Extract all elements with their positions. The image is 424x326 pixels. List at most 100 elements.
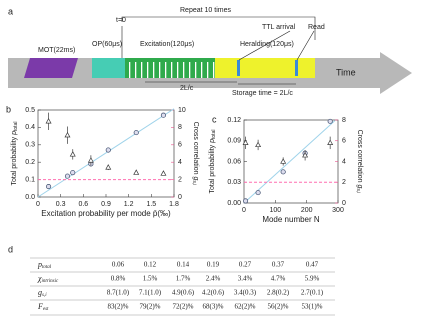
data-point [302, 151, 309, 158]
row-symbol: g [38, 288, 42, 297]
x-tick-label: 1.2 [124, 201, 134, 208]
mot-label: MOT(22ms) [38, 47, 75, 54]
x-tick-label: 300 [332, 207, 344, 214]
y2-tick-label: 4 [342, 158, 346, 165]
row-subscript: total [42, 265, 52, 270]
data-point [133, 169, 140, 175]
ylabel-symbol: p [209, 139, 216, 144]
table-cell: 4.9(0.6) [172, 289, 195, 297]
table-cell: 1.5% [143, 275, 158, 283]
data-point [64, 131, 71, 138]
read-arrow [296, 30, 315, 61]
panel-label: b [6, 104, 11, 114]
time-label: Time [336, 67, 356, 77]
y2label-symbol: g [356, 184, 363, 188]
data-point [160, 170, 167, 176]
ylabel-title: Total probability ptotal [11, 122, 19, 186]
row-symbol: χ [37, 274, 42, 283]
panel-label: d [8, 244, 13, 254]
data-point [255, 141, 262, 148]
excitation-label: Excitation(120μs) [140, 41, 194, 48]
panel-label: a [8, 6, 13, 16]
data-point [105, 147, 111, 153]
data-point [327, 139, 334, 145]
table-cell: 0.12 [144, 261, 157, 269]
x-tick-label: 200 [301, 207, 313, 214]
data-point [105, 164, 112, 170]
ylabel-text: Total probability [11, 135, 18, 186]
y2-tick-label: 4 [178, 159, 182, 166]
data-point [133, 130, 139, 136]
excitation-block [125, 58, 215, 78]
y2label-text: Cross correlation [356, 130, 363, 185]
fit-line [243, 120, 336, 204]
x-tick-label: 0.9 [101, 201, 111, 208]
y2-tick-label: 10 [178, 107, 186, 114]
row-header: ptotal [37, 260, 52, 270]
y-tick-label: 0.09 [227, 138, 241, 145]
row-subscript: intrinsic [42, 279, 59, 284]
table-cell: 4.2(0.6) [202, 289, 225, 297]
op-block [92, 58, 125, 78]
row-header: χintrinsic [37, 274, 59, 284]
ttl-arrow [238, 30, 291, 61]
repeat-bracket [121, 16, 316, 40]
repeat-label: Repeat 10 times [180, 7, 231, 14]
op-label: OP(60μs) [92, 41, 122, 48]
y2label-subscript: s,i [355, 188, 361, 193]
data-point [160, 112, 166, 118]
read-label: Read [308, 24, 325, 31]
table-cell: 79(2)% [140, 303, 161, 311]
table-cell: 56(2)% [268, 303, 289, 311]
table-cell: 0.47 [306, 261, 319, 269]
ylabel-subscript: total [13, 122, 19, 131]
heralding-block [215, 58, 315, 78]
table-cell: 62(2)% [235, 303, 256, 311]
table-cell: 68(3)% [203, 303, 224, 311]
y2-tick-label: 2 [342, 179, 346, 186]
x-tick-label: 100 [269, 207, 281, 214]
row-subscript: s,i [42, 293, 47, 298]
read-marker [295, 60, 298, 76]
y2-tick-label: 0 [342, 200, 346, 207]
y-tick-label: 0.1 [25, 176, 35, 183]
table-cell: 0.27 [239, 261, 252, 269]
ylabel-subscript: total [211, 130, 217, 139]
table-cell: 2.8(0.2) [267, 289, 290, 297]
y-tick-label: 0.2 [25, 159, 35, 166]
x-tick-label: 1.5 [146, 201, 156, 208]
table-cell: 72(2)% [173, 303, 194, 311]
x-tick-label: 0 [242, 207, 246, 214]
y-tick-label: 0.3 [25, 142, 35, 149]
table-cell: 0.37 [272, 261, 285, 269]
table-cell: 7.1(1.0) [139, 289, 162, 297]
data-point [70, 170, 76, 176]
y-tick-label: 0.4 [25, 124, 35, 131]
data-point [242, 139, 249, 145]
ylabel-text: Total probability [209, 143, 216, 194]
data-point [64, 173, 71, 179]
row-symbol: p [37, 260, 42, 269]
x-axis-title: Excitation probability per mode p̄(‰) [41, 209, 171, 218]
fit-line [37, 108, 175, 198]
row-header: Fest [37, 302, 49, 312]
table-cell: 5.9% [305, 275, 320, 283]
table-cell: 0.19 [207, 261, 220, 269]
y-tick-label: 0.12 [227, 117, 241, 124]
y2-tick-label: 2 [178, 176, 182, 183]
y2-tick-label: 8 [178, 124, 182, 131]
ttl-label: TTL arrival [262, 24, 296, 31]
table-cell: 4.7% [271, 275, 286, 283]
delay-label: 2L/c [180, 85, 194, 92]
y-tick-label: 0.00 [227, 200, 241, 207]
y-tick-label: 0.06 [227, 158, 241, 165]
table-cell: 83(2)% [108, 303, 129, 311]
mot-block [24, 58, 78, 78]
y2-tick-label: 6 [178, 142, 182, 149]
data-point [327, 118, 333, 124]
y2-tick-label: 0 [178, 194, 182, 201]
data-point [87, 157, 94, 163]
table-cell: 8.7(1.0) [107, 289, 130, 297]
table-cell: 0.14 [177, 261, 190, 269]
